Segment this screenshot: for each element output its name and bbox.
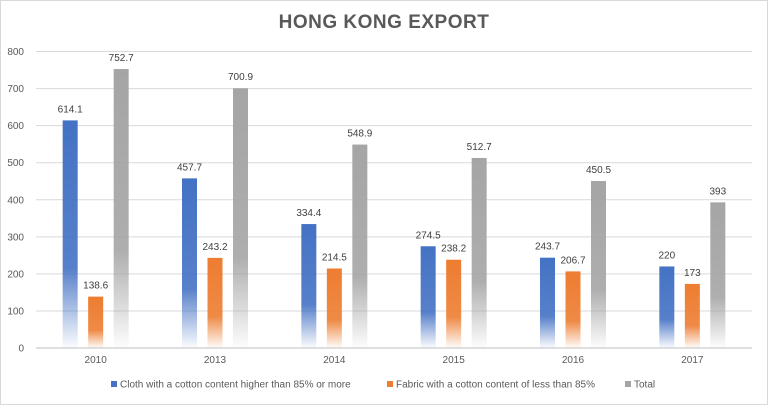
- legend-swatch: [111, 381, 117, 387]
- data-label: 274.5: [416, 230, 441, 241]
- x-tick-label: 2013: [204, 355, 227, 366]
- bar: [301, 224, 317, 348]
- legend-label: Cloth with a cotton content higher than …: [120, 380, 351, 391]
- x-tick-label: 2014: [323, 355, 346, 366]
- legend-swatch: [625, 381, 631, 387]
- bar: [62, 120, 78, 348]
- data-label: 334.4: [296, 208, 321, 219]
- y-tick-label: 100: [7, 306, 24, 317]
- legend-label: Total: [634, 380, 655, 391]
- y-tick-label: 800: [7, 47, 24, 58]
- bar: [565, 271, 581, 348]
- y-tick-label: 500: [7, 158, 24, 169]
- data-label: 238.2: [441, 244, 466, 255]
- data-label: 220: [658, 250, 675, 261]
- chart-title: HONG KONG EXPORT: [279, 12, 490, 33]
- legend-label: Fabric with a cotton content of less tha…: [396, 380, 595, 391]
- data-label: 450.5: [586, 165, 611, 176]
- bar: [233, 88, 248, 348]
- data-label: 138.6: [83, 281, 108, 292]
- data-label: 614.1: [58, 104, 83, 115]
- data-label: 206.7: [560, 255, 585, 266]
- y-tick-label: 700: [7, 84, 24, 95]
- bar: [684, 283, 700, 348]
- data-label: 512.7: [467, 142, 492, 153]
- x-tick-label: 2016: [562, 355, 585, 366]
- bar: [420, 246, 436, 348]
- data-label: 214.5: [322, 253, 347, 264]
- bar: [182, 178, 197, 348]
- bar: [446, 259, 462, 348]
- bar: [540, 257, 555, 348]
- data-label: 173: [684, 268, 701, 279]
- y-tick-label: 400: [7, 195, 24, 206]
- data-label: 243.2: [202, 242, 227, 253]
- data-label: 457.7: [177, 162, 202, 173]
- x-tick-label: 2015: [443, 355, 466, 366]
- bar: [207, 257, 223, 348]
- bar: [352, 144, 368, 348]
- x-tick-label: 2010: [85, 355, 108, 366]
- bar: [113, 69, 129, 348]
- data-label: 752.7: [109, 53, 134, 64]
- x-tick-label: 2017: [681, 355, 704, 366]
- bar: [326, 268, 342, 348]
- data-label: 243.7: [535, 242, 560, 253]
- bar: [471, 157, 487, 348]
- y-tick-label: 200: [7, 269, 24, 280]
- data-label: 548.9: [347, 129, 372, 140]
- bar: [591, 181, 606, 348]
- bar: [710, 202, 726, 348]
- bar: [659, 266, 675, 348]
- y-tick-label: 0: [18, 344, 24, 355]
- data-label: 700.9: [228, 72, 253, 83]
- y-tick-label: 300: [7, 232, 24, 243]
- data-label: 393: [709, 186, 726, 197]
- legend-swatch: [387, 381, 393, 387]
- bar: [88, 296, 104, 348]
- y-tick-label: 600: [7, 121, 24, 132]
